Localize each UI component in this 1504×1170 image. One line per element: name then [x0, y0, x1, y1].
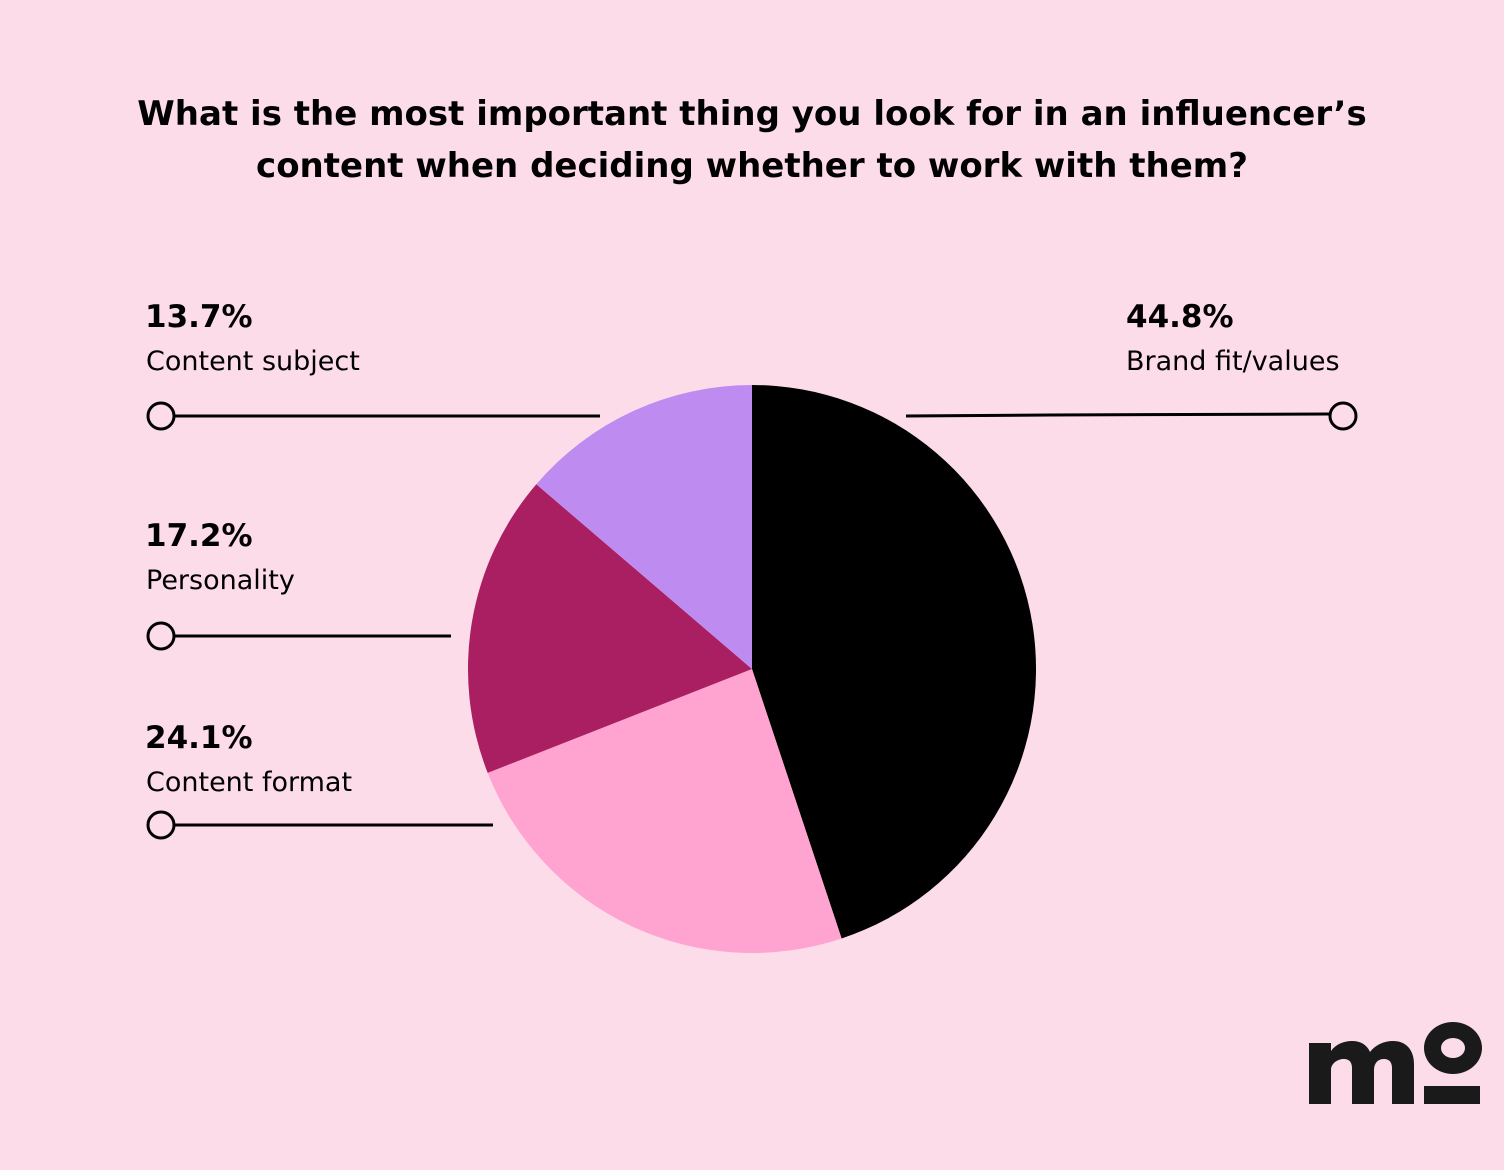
leader-line-brand-fit — [905, 412, 1330, 418]
legend-pct-content-subject: 13.7% — [145, 299, 253, 335]
leader-lines — [146, 401, 1358, 840]
legend-pct-brand-fit: 44.8% — [1126, 299, 1234, 335]
pie-slice-brand-fit-values — [752, 385, 1037, 939]
leader-dot-content-format — [146, 810, 176, 840]
legend-label-content-subject: Content subject — [146, 346, 360, 377]
leader-dot-brand-fit — [1328, 401, 1358, 431]
pie-slices — [467, 385, 1037, 954]
pie-slice-content-subject — [536, 385, 752, 669]
legend-label-content-format: Content format — [146, 767, 353, 798]
mo-logo — [1309, 1022, 1482, 1104]
leader-dot-content-subject — [146, 401, 176, 431]
legend-pct-content-format: 24.1% — [145, 720, 253, 756]
leader-dot-personality — [146, 621, 176, 651]
legend-label-personality: Personality — [146, 565, 295, 596]
logo-underline — [1424, 1086, 1480, 1104]
chart-title-line-1: What is the most important thing you loo… — [137, 94, 1367, 134]
legend-pct-personality: 17.2% — [145, 518, 253, 554]
logo-letter-o — [1424, 1022, 1482, 1074]
legend-label-brand-fit: Brand fit/values — [1126, 346, 1340, 377]
chart-title: What is the most important thing you loo… — [100, 88, 1404, 192]
pie-slice-content-format — [487, 669, 842, 954]
chart-title-line-2: content when deciding whether to work wi… — [256, 146, 1248, 186]
logo-letter-m — [1309, 1041, 1414, 1104]
pie-slice-personality — [467, 484, 752, 773]
